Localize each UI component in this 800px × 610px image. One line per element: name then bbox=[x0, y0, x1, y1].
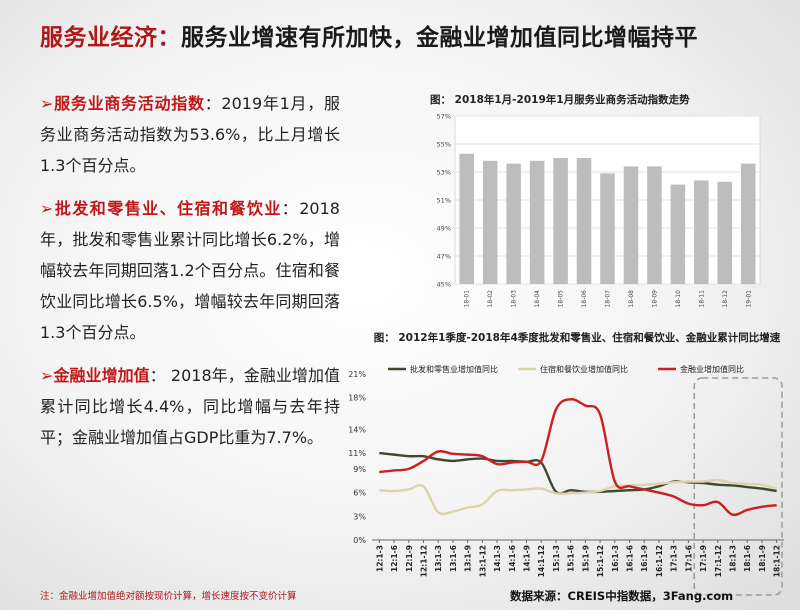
paragraph-text: ：2018年，批发和零售业累计同比增长6.2%，增幅较去年同期回落1.2个百分点… bbox=[40, 199, 340, 342]
y-tick-label: 0% bbox=[353, 536, 366, 545]
x-tick-label: 18-10 bbox=[675, 290, 682, 308]
page-title: 服务业经济：服务业增速有所加快，金融业增加值同比增幅持平 bbox=[40, 18, 780, 52]
bar-chart: 45% 47% 49% 51% 53% 55% 57% 18-01 18-02 18-03 18-0… bbox=[437, 113, 761, 308]
y-tick-label: 6% bbox=[353, 489, 366, 498]
x-tick-label: 18:1-12 bbox=[773, 545, 782, 577]
y-tick-label: 55% bbox=[437, 141, 451, 149]
x-tick-label: 18-07 bbox=[605, 290, 612, 308]
x-tick-label: 14:1-9 bbox=[523, 545, 532, 572]
x-tick-label: 18:1-3 bbox=[729, 545, 738, 572]
bar bbox=[529, 160, 545, 284]
paragraph-heading: ➢服务业商务活动指数 bbox=[40, 94, 205, 113]
bar bbox=[740, 163, 756, 284]
x-tick-label: 18-09 bbox=[651, 290, 658, 308]
paragraph-services: ➢服务业商务活动指数：2019年1月，服务业商务活动指数为53.6%，比上月增长… bbox=[40, 88, 340, 181]
series-line bbox=[379, 478, 777, 516]
y-tick-label: 18% bbox=[348, 394, 366, 403]
line-chart: 0% 3% 6% 9% 11% 14% 18% 21% 12:1-3 12:1-6 12:1-9 12… bbox=[348, 364, 784, 596]
y-tick-label: 53% bbox=[437, 169, 451, 177]
y-tick-label: 51% bbox=[437, 197, 451, 205]
series-line bbox=[379, 398, 777, 517]
bar bbox=[506, 163, 521, 284]
x-tick-label: 14:1-6 bbox=[508, 545, 517, 572]
bar bbox=[600, 173, 615, 284]
x-tick-label: 12:1-12 bbox=[420, 545, 429, 577]
y-tick-label: 45% bbox=[437, 281, 451, 289]
x-tick-label: 18:1-6 bbox=[743, 545, 752, 572]
y-tick-label: 57% bbox=[437, 113, 451, 121]
legend-label: 金融业增加值同比 bbox=[680, 364, 744, 374]
x-tick-label: 17:1-12 bbox=[714, 545, 723, 577]
x-tick-label: 19-01 bbox=[745, 290, 752, 308]
y-tick-label: 49% bbox=[437, 225, 451, 233]
bar bbox=[694, 180, 709, 284]
y-tick-label: 3% bbox=[353, 512, 366, 521]
legend-label: 住宿和餐饮业增加值同比 bbox=[540, 364, 628, 374]
y-tick-label: 14% bbox=[348, 425, 366, 434]
paragraph-text: ：2019年1月，服务业商务活动指数为53.6%，比上月增长1.3个百分点。 bbox=[40, 94, 340, 175]
x-tick-label: 18-12 bbox=[722, 290, 729, 308]
x-tick-label: 18-05 bbox=[558, 290, 565, 308]
paragraph-text: ： 2018年，金融业增加值累计同比增长4.4%，同比增幅与去年持平；金融业增加… bbox=[40, 366, 340, 447]
x-tick-label: 17:1-6 bbox=[684, 545, 693, 572]
x-tick-label: 16:1-3 bbox=[611, 545, 620, 572]
x-tick-label: 13:1-3 bbox=[434, 545, 443, 572]
bar bbox=[623, 166, 639, 284]
x-tick-label: 13:1-9 bbox=[464, 545, 473, 572]
highlight-box bbox=[693, 377, 783, 596]
x-tick-label: 16:1-9 bbox=[640, 545, 649, 572]
x-tick-label: 17:1-9 bbox=[699, 545, 708, 572]
series-line bbox=[379, 451, 777, 495]
x-tick-label: 15:1-6 bbox=[567, 545, 576, 572]
title-prefix: 服务业经济： bbox=[40, 25, 181, 51]
x-tick-label: 13:1-12 bbox=[478, 545, 487, 577]
x-tick-label: 15:1-9 bbox=[581, 545, 590, 572]
legend-label: 批发和零售业增加值同比 bbox=[410, 364, 498, 374]
footnote: 注：金融业增加值绝对额按现价计算，增长速度按不变价计算 bbox=[40, 591, 297, 602]
paragraph-heading: ➢批发和零售业、住宿和餐饮业 bbox=[40, 199, 282, 218]
x-tick-label: 18-04 bbox=[534, 290, 541, 308]
x-tick-label: 18-11 bbox=[698, 290, 705, 308]
bar bbox=[553, 158, 568, 284]
data-source: 数据来源：CREIS中指数据，3Fang.com bbox=[510, 589, 734, 603]
x-tick-label: 18-08 bbox=[628, 290, 635, 308]
x-tick-label: 18:1-9 bbox=[758, 545, 767, 572]
y-tick-label: 9% bbox=[353, 465, 366, 474]
x-tick-label: 12:1-6 bbox=[390, 545, 399, 572]
paragraph-heading: ➢金融业增加值 bbox=[40, 366, 150, 385]
bar-chart-title: 图： 2018年1月-2019年1月服务业商务活动指数走势 bbox=[430, 94, 690, 106]
x-tick-label: 15:1-12 bbox=[596, 545, 605, 577]
x-tick-label: 14:1-3 bbox=[493, 545, 502, 572]
x-tick-label: 12:1-9 bbox=[405, 545, 414, 572]
x-tick-label: 14:1-12 bbox=[537, 545, 546, 577]
x-tick-label: 16:1-12 bbox=[655, 545, 664, 577]
x-tick-label: 18-01 bbox=[464, 290, 471, 308]
bar bbox=[670, 184, 686, 284]
x-tick-label: 18-06 bbox=[581, 290, 588, 308]
paragraph-retail: ➢批发和零售业、住宿和餐饮业：2018年，批发和零售业累计同比增长6.2%，增幅… bbox=[40, 193, 340, 348]
x-tick-label: 18-02 bbox=[487, 290, 494, 308]
title-main: 服务业增速有所加快，金融业增加值同比增幅持平 bbox=[181, 25, 698, 51]
bar bbox=[717, 181, 733, 284]
x-tick-label: 15:1-3 bbox=[552, 545, 561, 572]
x-tick-label: 12:1-3 bbox=[375, 545, 384, 572]
x-tick-label: 16:1-6 bbox=[626, 545, 635, 572]
y-tick-label: 11% bbox=[348, 449, 366, 458]
x-tick-label: 18-03 bbox=[511, 290, 518, 308]
bar bbox=[576, 158, 592, 284]
line-chart-title: 图： 2012年1季度-2018年4季度批发和零售业、住宿和餐饮业、金融业累计同… bbox=[373, 332, 781, 344]
bar bbox=[482, 160, 498, 284]
paragraph-finance: ➢金融业增加值： 2018年，金融业增加值累计同比增长4.4%，同比增幅与去年持… bbox=[40, 360, 340, 453]
y-tick-label: 21% bbox=[348, 370, 366, 379]
text-column: ➢服务业商务活动指数：2019年1月，服务业商务活动指数为53.6%，比上月增长… bbox=[40, 88, 340, 465]
x-tick-label: 13:1-6 bbox=[449, 545, 458, 572]
x-tick-label: 17:1-3 bbox=[670, 545, 679, 572]
bar bbox=[459, 153, 475, 284]
bar bbox=[647, 166, 662, 284]
y-tick-label: 47% bbox=[437, 253, 451, 261]
